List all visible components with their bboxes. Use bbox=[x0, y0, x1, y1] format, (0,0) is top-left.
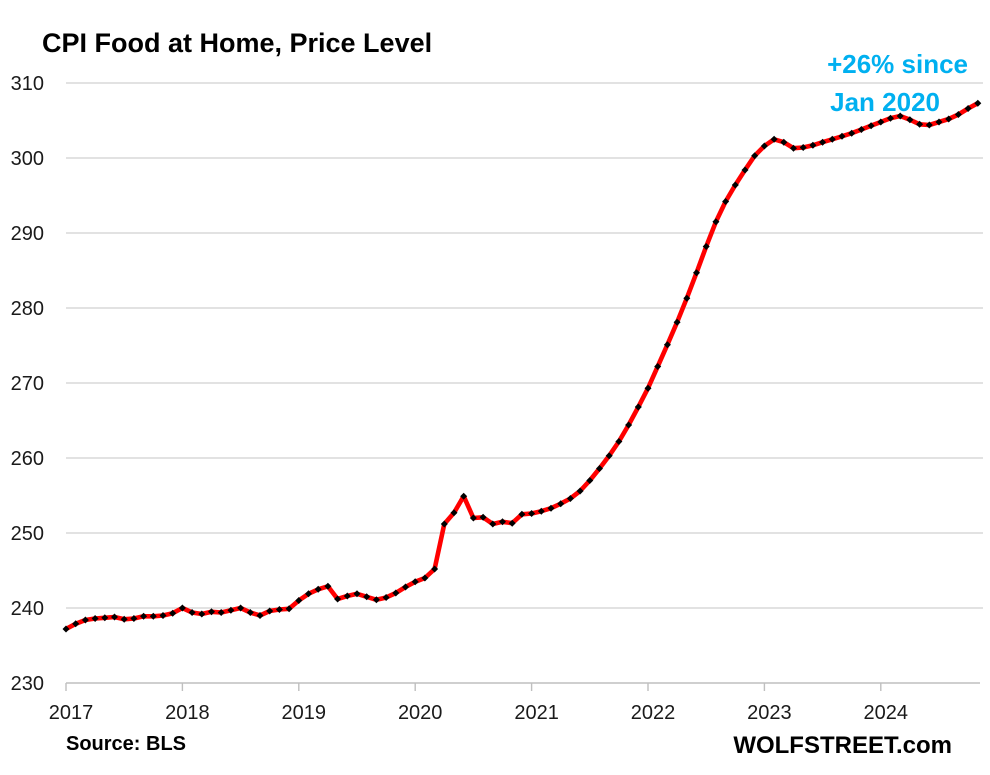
y-tick-label-270: 270 bbox=[11, 373, 44, 395]
y-tick-label-280: 280 bbox=[11, 298, 44, 320]
x-tick-label-2020: 2020 bbox=[398, 702, 443, 724]
y-tick-labels: 230 240 250 260 270 280 290 300 310 bbox=[11, 73, 44, 695]
cpi-line bbox=[63, 100, 981, 632]
gridlines-layer bbox=[66, 82, 983, 609]
annotation-line-2: Jan 2020 bbox=[830, 87, 940, 117]
x-tick-label-2017: 2017 bbox=[49, 702, 94, 724]
y-tick-label-300: 300 bbox=[11, 148, 44, 170]
data-series-layer bbox=[62, 99, 982, 633]
x-tick-label-2022: 2022 bbox=[631, 702, 676, 724]
x-tick-label-2024: 2024 bbox=[864, 702, 909, 724]
chart-title: CPI Food at Home, Price Level bbox=[42, 28, 432, 58]
y-tick-label-310: 310 bbox=[11, 73, 44, 95]
x-axis-layer bbox=[65, 682, 980, 691]
x-tick-label-2023: 2023 bbox=[747, 702, 792, 724]
y-tick-label-260: 260 bbox=[11, 448, 44, 470]
y-tick-label-240: 240 bbox=[11, 598, 44, 620]
y-tick-label-250: 250 bbox=[11, 523, 44, 545]
cpi-line-markers bbox=[62, 99, 982, 633]
x-tick-label-2021: 2021 bbox=[514, 702, 559, 724]
y-tick-label-290: 290 bbox=[11, 223, 44, 245]
x-tick-label-2019: 2019 bbox=[282, 702, 327, 724]
y-tick-label-230: 230 bbox=[11, 673, 44, 695]
x-tick-labels: 2017 2018 2019 2020 2021 2022 2023 2024 bbox=[49, 702, 908, 724]
x-tick-label-2018: 2018 bbox=[165, 702, 210, 724]
source-note: Source: BLS bbox=[66, 733, 186, 755]
brand-watermark: WOLFSTREET.com bbox=[733, 732, 952, 759]
annotation-line-1: +26% since bbox=[827, 49, 968, 79]
